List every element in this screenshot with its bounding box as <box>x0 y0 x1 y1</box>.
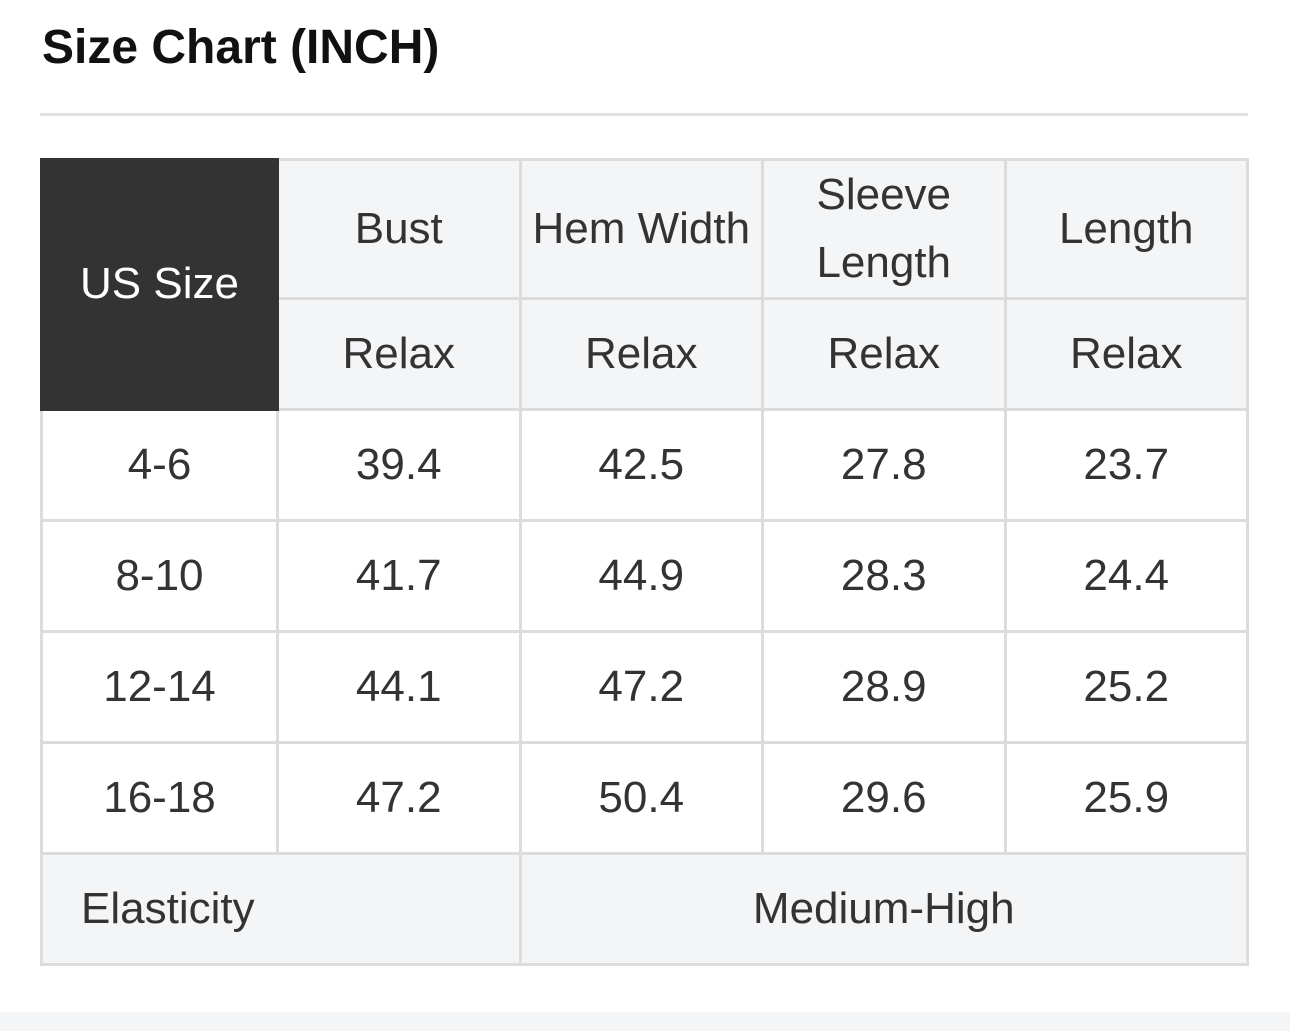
value-cell: 27.8 <box>761 408 1007 523</box>
size-cell: 16-18 <box>40 741 279 856</box>
column-header-bust: Bust <box>276 157 522 301</box>
elasticity-row: Elasticity Medium-High <box>40 852 1249 967</box>
value-cell: 44.9 <box>518 519 764 634</box>
size-cell: 4-6 <box>40 408 279 523</box>
value-cell: 23.7 <box>1003 408 1249 523</box>
elasticity-value: Medium-High <box>518 852 1249 967</box>
divider <box>40 113 1248 116</box>
column-header-length: Length <box>1003 157 1249 301</box>
size-cell: 12-14 <box>40 630 279 745</box>
column-header-sleeve-length: Sleeve Length <box>761 157 1007 301</box>
value-cell: 42.5 <box>518 408 764 523</box>
value-cell: 50.4 <box>518 741 764 856</box>
value-cell: 39.4 <box>276 408 522 523</box>
table-row: 16-18 47.2 50.4 29.6 25.9 <box>40 741 1249 856</box>
subheader: Relax <box>276 297 522 412</box>
value-cell: 47.2 <box>518 630 764 745</box>
page-title: Size Chart (INCH) <box>42 21 440 74</box>
subheader: Relax <box>761 297 1007 412</box>
table-row: 8-10 41.7 44.9 28.3 24.4 <box>40 519 1249 634</box>
value-cell: 41.7 <box>276 519 522 634</box>
value-cell: 24.4 <box>1003 519 1249 634</box>
value-cell: 28.9 <box>761 630 1007 745</box>
value-cell: 29.6 <box>761 741 1007 856</box>
bottom-strip <box>0 1012 1290 1031</box>
sleeve-length-label: Sleeve Length <box>816 170 952 288</box>
value-cell: 28.3 <box>761 519 1007 634</box>
size-chart-table: US Size Bust Hem Width Sleeve Length Len… <box>40 157 1249 967</box>
value-cell: 47.2 <box>276 741 522 856</box>
subheader: Relax <box>518 297 764 412</box>
subheader: Relax <box>1003 297 1249 412</box>
column-header-hem-width: Hem Width <box>518 157 764 301</box>
us-size-header: US Size <box>40 157 279 412</box>
value-cell: 25.9 <box>1003 741 1249 856</box>
table-row: 12-14 44.1 47.2 28.9 25.2 <box>40 630 1249 745</box>
subheader-row: Relax Relax Relax Relax <box>42 297 1249 412</box>
size-cell: 8-10 <box>40 519 279 634</box>
value-cell: 25.2 <box>1003 630 1249 745</box>
value-cell: 44.1 <box>276 630 522 745</box>
elasticity-label: Elasticity <box>40 852 522 967</box>
header-row: US Size Bust Hem Width Sleeve Length Len… <box>40 157 1249 412</box>
table-row: 4-6 39.4 42.5 27.8 23.7 <box>40 408 1249 523</box>
